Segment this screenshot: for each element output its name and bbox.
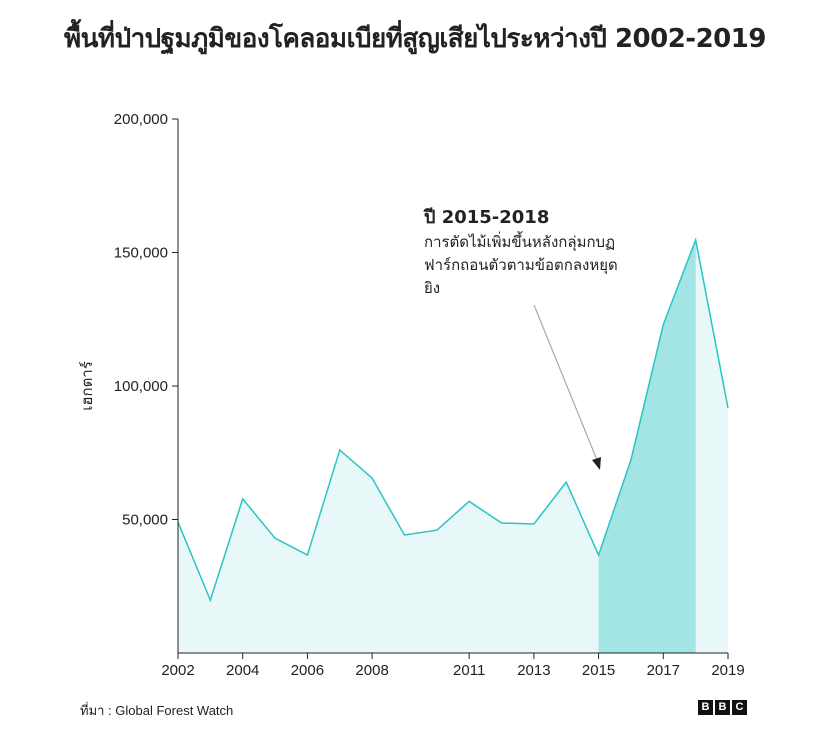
highlight-area: [598, 239, 696, 654]
x-tick-label: 2013: [517, 662, 550, 679]
x-tick-label: 2004: [226, 662, 259, 679]
logo-letter: B: [698, 700, 713, 715]
source-note: ที่มา : Global Forest Watch: [80, 703, 234, 718]
x-tick-label: 2015: [582, 662, 615, 679]
y-axis-label: เฮกตาร์: [79, 361, 96, 411]
logo-letter: B: [715, 700, 730, 715]
annotation: ปี 2015-2018 การตัดไม้เพิ่มขึ้นหลังกลุ่ม…: [424, 202, 664, 300]
chart-title: พื้นที่ป่าปฐมภูมิของโคลอมเบียที่สูญเสียไ…: [64, 24, 766, 54]
annotation-arrow-head: [592, 457, 601, 470]
y-tick-label: 200,000: [114, 111, 168, 128]
logo-letter: C: [732, 700, 747, 715]
annotation-arrow-line: [533, 304, 598, 461]
annotation-line: ยิง: [424, 279, 441, 297]
x-tick-label: 2019: [711, 662, 744, 679]
x-tick-label: 2017: [647, 662, 680, 679]
series-line: [177, 237, 729, 603]
annotation-line: การตัดไม้เพิ่มขึ้นหลังกลุ่มกบฏ: [424, 233, 616, 251]
x-tick-label: 2002: [161, 662, 194, 679]
bbc-logo: B B C: [698, 700, 747, 715]
y-tick-label: 100,000: [114, 378, 168, 395]
x-tick-label: 2006: [291, 662, 324, 679]
x-tick-label: 2011: [453, 662, 485, 679]
area-fill: [178, 239, 728, 654]
annotation-heading: ปี 2015-2018: [424, 207, 550, 228]
y-tick-label: 50,000: [122, 512, 168, 529]
y-tick-label: 150,000: [114, 245, 168, 262]
x-tick-label: 2008: [355, 662, 388, 679]
annotation-line: ฟาร์กถอนตัวตามข้อตกลงหยุด: [424, 256, 618, 274]
